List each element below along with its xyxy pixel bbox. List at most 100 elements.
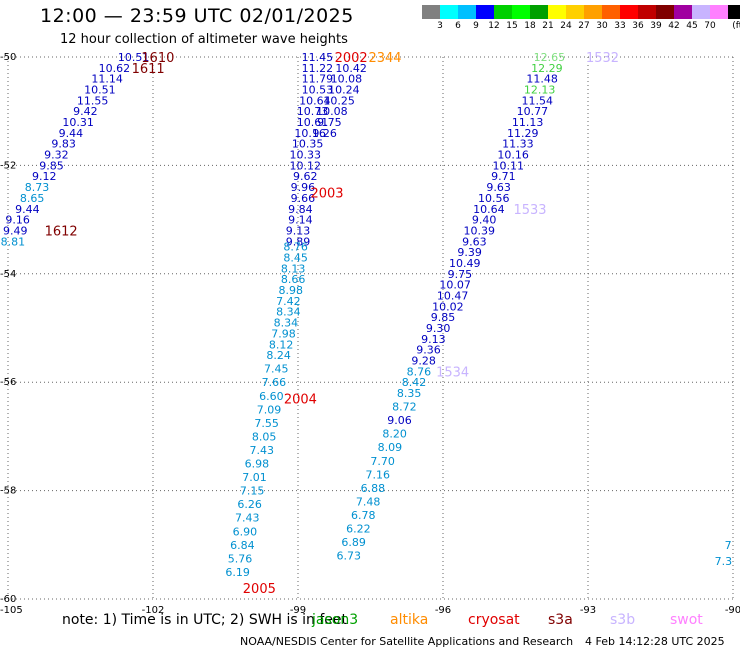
wave-height-value: 9.13 xyxy=(286,224,311,237)
wave-height-value: 9.96 xyxy=(291,181,316,194)
wave-height-value: 7.09 xyxy=(257,403,282,416)
wave-height-value: 9.06 xyxy=(387,414,412,427)
legend-label: 39 xyxy=(650,21,662,31)
wave-height-value: 9.85 xyxy=(39,159,64,172)
wave-height-value: 7.55 xyxy=(254,417,279,430)
wave-height-value: 9.39 xyxy=(457,246,482,259)
wave-height-value: 8.76 xyxy=(283,241,308,254)
wave-height-value: 9.40 xyxy=(472,214,497,227)
satellite-name: altika xyxy=(390,612,429,628)
wave-height-value: 10.62 xyxy=(99,62,131,75)
legend-swatch xyxy=(602,5,620,19)
wave-height-points: 10.5110.6211.1410.5111.559.4210.319.449.… xyxy=(1,51,732,579)
wave-height-value: 9.36 xyxy=(416,344,441,357)
legend-label: 18 xyxy=(524,21,536,31)
wave-height-value: 10.39 xyxy=(464,224,496,237)
legend-swatch xyxy=(422,5,440,19)
legend-label: 45 xyxy=(686,21,698,31)
wave-height-value: 10.56 xyxy=(478,192,510,205)
wave-height-value: 8.20 xyxy=(382,428,407,441)
pass-id-label: 1533 xyxy=(513,203,546,218)
wave-height-value: 10.11 xyxy=(493,159,525,172)
wave-height-value: 9.75 xyxy=(317,116,342,129)
wave-height-value: 10.77 xyxy=(517,105,549,118)
wave-height-value: 7.42 xyxy=(276,295,301,308)
wave-height-value: 8.05 xyxy=(252,430,277,443)
legend-label: 42 xyxy=(668,21,680,31)
wave-height-value: 8.34 xyxy=(274,317,299,330)
latitude-tick-label: -58 xyxy=(0,486,16,497)
wave-height-value: 8.42 xyxy=(402,376,427,389)
wave-height-value: 5.76 xyxy=(228,552,253,565)
wave-height-value: 12.13 xyxy=(524,84,556,97)
wave-height-value: 10.25 xyxy=(323,94,355,107)
wave-height-value: 7.70 xyxy=(370,455,395,468)
wave-height-value: 7.16 xyxy=(366,468,391,481)
wave-height-value: 12.65 xyxy=(534,51,566,64)
wave-height-value: 10.16 xyxy=(497,149,529,162)
wave-height-value: 10.51 xyxy=(84,84,116,97)
wave-height-value: 6.89 xyxy=(341,536,366,549)
credit-text: NOAA/NESDIS Center for Satellite Applica… xyxy=(240,635,574,648)
legend-swatch xyxy=(566,5,584,19)
page-subtitle: 12 hour collection of altimeter wave hei… xyxy=(60,32,348,47)
wave-height-value: 6.78 xyxy=(351,509,376,522)
wave-height-value: 10.64 xyxy=(299,94,331,107)
satellite-name: s3b xyxy=(610,612,636,628)
wave-height-value: 8.76 xyxy=(407,365,432,378)
legend-label: 15 xyxy=(506,21,518,31)
longitude-tick-label: -102 xyxy=(142,605,165,616)
wave-height-value: 6.88 xyxy=(361,482,386,495)
legend-swatch xyxy=(692,5,710,19)
legend-swatch xyxy=(512,5,530,19)
legend-label: 33 xyxy=(614,21,626,31)
latitude-tick-label: -52 xyxy=(0,160,16,171)
satellite-name: cryosat xyxy=(468,612,520,628)
longitude-tick-label: -99 xyxy=(290,605,306,616)
wave-height-value: 10.08 xyxy=(331,73,363,86)
wave-height-value: 11.13 xyxy=(512,116,544,129)
wave-height-value: 9.12 xyxy=(32,170,57,183)
wave-height-value: 10.16 xyxy=(294,127,326,140)
map-grid xyxy=(4,56,734,600)
wave-height-value: 8.45 xyxy=(283,252,308,265)
satellite-name: jason3 xyxy=(312,612,359,628)
wave-height-value: 11.48 xyxy=(526,73,558,86)
legend-swatch xyxy=(494,5,512,19)
pass-id-label: 1532 xyxy=(586,51,619,66)
legend-swatch xyxy=(584,5,602,19)
wave-height-value: 10.31 xyxy=(62,116,94,129)
wave-height-value: 9.75 xyxy=(448,268,473,281)
wave-height-value: 6.84 xyxy=(230,539,255,552)
wave-height-value: 11.33 xyxy=(502,138,534,151)
wave-height-value: 9.42 xyxy=(73,105,98,118)
wave-height-value: 7.98 xyxy=(271,327,296,340)
wave-height-value: 10.53 xyxy=(302,84,334,97)
wave-height-value: 6.19 xyxy=(225,566,250,579)
latitude-tick-label: -56 xyxy=(0,377,16,388)
wave-height-value: 11.29 xyxy=(507,127,539,140)
wave-height-value: 7.45 xyxy=(264,363,289,376)
wave-height-value: 10.51 xyxy=(118,51,150,64)
wave-height-value: 7.48 xyxy=(356,495,381,508)
wave-height-value: 9.83 xyxy=(51,138,76,151)
legend-label: 70 xyxy=(704,21,716,31)
wave-height-value: 8.34 xyxy=(276,306,301,319)
wave-height-value: 10.35 xyxy=(292,138,324,151)
wave-height-value: 8.12 xyxy=(269,338,294,351)
wave-height-value: 10.73 xyxy=(297,105,329,118)
satellite-name: s3a xyxy=(548,612,573,628)
latitude-tick-label: -50 xyxy=(0,52,16,63)
longitude-labels: -105 -102 -99 -96 -93 -90 xyxy=(0,605,740,616)
wave-height-value: 10.64 xyxy=(473,203,505,216)
wave-height-value: 10.61 xyxy=(297,116,329,129)
latitude-labels: -50 -52 -54 -56 -58 -60 xyxy=(0,52,16,605)
wave-height-value: 9.44 xyxy=(59,127,84,140)
legend-label: 9 xyxy=(473,21,479,31)
wave-height-value: 8.09 xyxy=(378,441,403,454)
wave-height-value: 8.13 xyxy=(281,262,306,275)
pass-id-label: 2002 xyxy=(335,51,368,66)
wave-height-value: 7.66 xyxy=(262,376,287,389)
wave-height-value: 6.60 xyxy=(259,390,284,403)
